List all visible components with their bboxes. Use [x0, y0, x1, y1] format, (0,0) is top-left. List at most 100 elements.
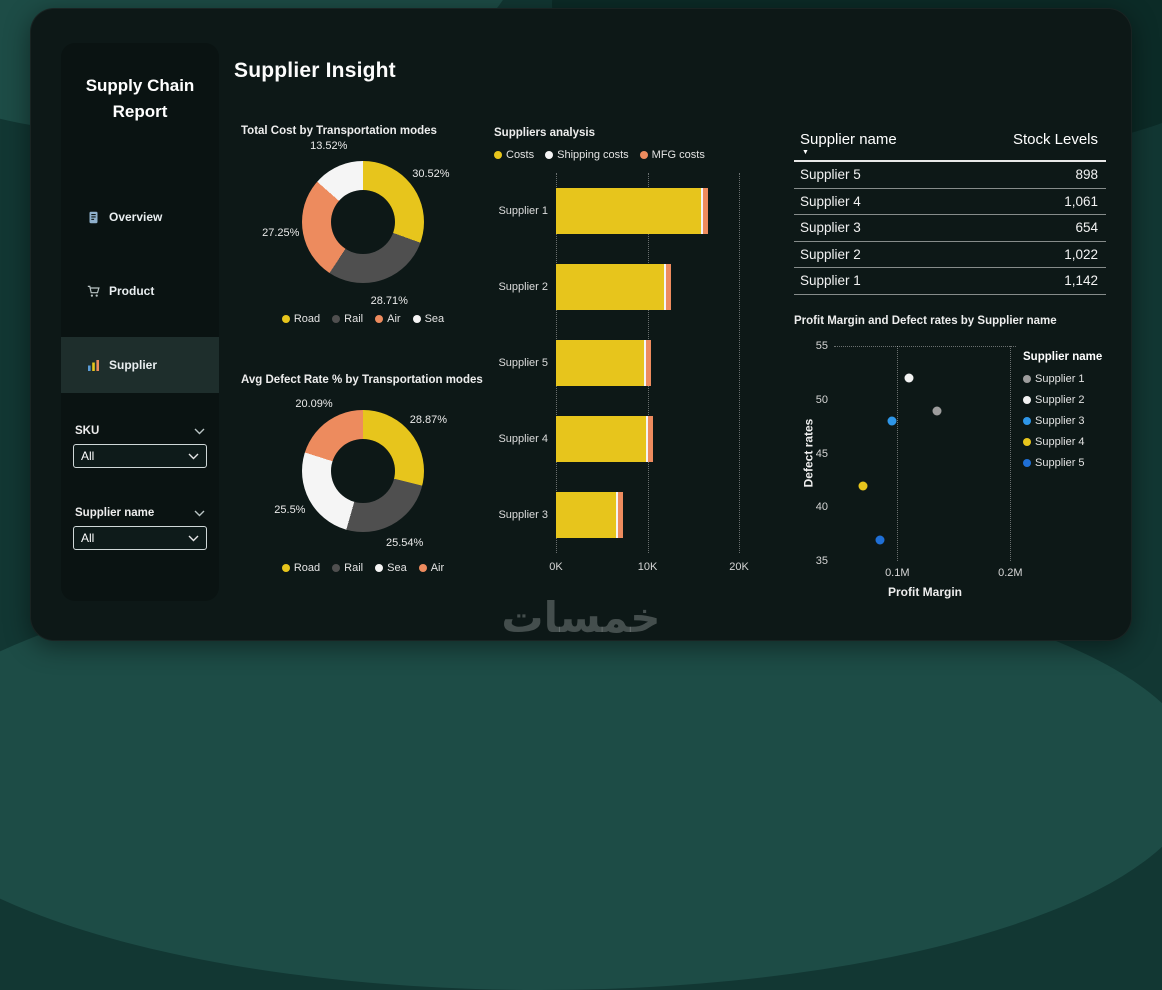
table-row-supplier-3[interactable]: Supplier 3 654: [794, 215, 1106, 242]
legend-dot: [1023, 417, 1031, 425]
bar-segment-shipping-costs[interactable]: [646, 416, 648, 462]
sidebar-item-overview[interactable]: Overview: [61, 189, 219, 245]
donut-value-label-sea: 25.5%: [274, 504, 306, 517]
legend-item-air[interactable]: Air: [375, 313, 401, 325]
bar-row-supplier-1: Supplier 1: [494, 173, 804, 249]
x-tick-label: 10K: [637, 561, 658, 573]
bar-segment-costs[interactable]: [556, 416, 647, 462]
legend-item-sea[interactable]: Sea: [412, 313, 444, 325]
filter-group-sku: SKU All: [73, 425, 207, 468]
bar-segment-shipping-costs[interactable]: [664, 264, 667, 310]
chevron-down-icon: [188, 453, 199, 459]
legend-item-air[interactable]: Air: [418, 562, 445, 574]
legend-item-mfg-costs[interactable]: MFG costs: [639, 149, 705, 161]
bar-segment-mfg-costs[interactable]: [702, 188, 708, 234]
bar-row-supplier-5: Supplier 5: [494, 325, 804, 401]
bar-segment-costs[interactable]: [556, 264, 665, 310]
stock-levels-table: Supplier name ▼ Stock Levels Supplier 5 8…: [794, 131, 1106, 295]
bar-supplier-5[interactable]: [556, 340, 739, 386]
bar-segment-shipping-costs[interactable]: [615, 492, 618, 538]
column-header-stock-levels[interactable]: Stock Levels: [1012, 131, 1098, 148]
defect-rate-donut-chart: Avg Defect Rate % by Transportation mode…: [241, 374, 485, 574]
scatter-body: Defect rates 55 50 45 40 35 0.1M 0.2M Profit …: [794, 339, 1129, 601]
sku-filter-header[interactable]: SKU: [73, 425, 207, 437]
legend-item-supplier-1[interactable]: Supplier 1: [1023, 373, 1127, 385]
table-row-supplier-1[interactable]: Supplier 1 1,142: [794, 268, 1106, 295]
legend-label: Rail: [344, 313, 364, 325]
bar-segment-mfg-costs[interactable]: [646, 340, 652, 386]
scatter-point-supplier-5[interactable]: [875, 535, 885, 544]
legend-label: Air: [387, 313, 401, 325]
bar-row-supplier-2: Supplier 2: [494, 249, 804, 325]
x-tick-label: 20K: [729, 561, 749, 573]
legend-dot: [281, 564, 290, 572]
stock-level-cell: 654: [1075, 220, 1098, 236]
bar-supplier-1[interactable]: [556, 188, 739, 234]
legend-item-supplier-5[interactable]: Supplier 5: [1023, 457, 1127, 469]
legend-dot: [545, 151, 554, 159]
bar-row-supplier-4: Supplier 4: [494, 401, 804, 477]
legend-dot: [1023, 375, 1031, 383]
bar-segment-costs[interactable]: [556, 188, 702, 234]
legend-item-road[interactable]: Road: [281, 562, 320, 574]
bar-segment-mfg-costs[interactable]: [617, 492, 623, 538]
stock-level-cell: 1,142: [1064, 273, 1098, 289]
bar-segment-mfg-costs[interactable]: [647, 416, 653, 462]
legend-label: Rail: [344, 562, 364, 574]
legend-label: Supplier 5: [1035, 457, 1085, 469]
supplier-name-filter-header[interactable]: Supplier name: [73, 507, 207, 519]
sidebar-item-supplier[interactable]: Supplier: [61, 337, 219, 393]
legend-item-sea[interactable]: Sea: [375, 562, 407, 574]
legend-item-road[interactable]: Road: [281, 313, 320, 325]
bar-segment-costs[interactable]: [556, 340, 645, 386]
bar-supplier-2[interactable]: [556, 264, 739, 310]
legend-label: Supplier 2: [1035, 394, 1085, 406]
donut-value-label-rail: 28.71%: [370, 294, 408, 307]
legend-label: Shipping costs: [557, 149, 629, 161]
sku-dropdown[interactable]: All: [73, 444, 207, 468]
table-row-supplier-2[interactable]: Supplier 2 1,022: [794, 242, 1106, 268]
bar-plot-area: Supplier 1 Supplier 2 Supplier 5 Supplier 4…: [494, 173, 804, 553]
column-header-supplier-name[interactable]: Supplier name ▼: [800, 131, 897, 156]
table-row-supplier-5[interactable]: Supplier 5 898: [794, 162, 1106, 189]
supplier-name-dropdown[interactable]: All: [73, 526, 207, 550]
legend-dot: [375, 315, 384, 323]
legend-dot: [494, 151, 502, 159]
sort-indicator-icon[interactable]: ▼: [802, 149, 809, 156]
legend-item-costs[interactable]: Costs: [494, 149, 534, 161]
legend-label: Air: [430, 562, 445, 574]
suppliers-analysis-bar-chart: Suppliers analysis Costs Shipping costs MF…: [494, 127, 804, 575]
legend-item-supplier-3[interactable]: Supplier 3: [1023, 415, 1127, 427]
sidebar-item-label: Product: [109, 284, 155, 298]
chart-title: Avg Defect Rate % by Transportation mode…: [241, 374, 483, 386]
bar-segment-shipping-costs[interactable]: [701, 188, 703, 234]
bar-segment-mfg-costs[interactable]: [666, 264, 672, 310]
chart-legend: Road Rail Air Sea: [241, 313, 485, 325]
donut-value-label-sea: 13.52%: [310, 140, 348, 153]
bar-supplier-4[interactable]: [556, 416, 739, 462]
bar-category-label: Supplier 3: [498, 509, 548, 521]
x-tick-label: 0K: [549, 561, 563, 573]
gridline: [834, 346, 1016, 347]
bar-x-axis: 0K 10K 20K: [549, 561, 749, 575]
bar-segment-shipping-costs[interactable]: [644, 340, 647, 386]
scatter-point-supplier-2[interactable]: [904, 373, 914, 383]
supplier-name-cell: Supplier 5: [800, 167, 861, 183]
sidebar-item-product[interactable]: Product: [61, 263, 219, 319]
bar-segment-costs[interactable]: [556, 492, 616, 538]
legend-item-supplier-4[interactable]: Supplier 4: [1023, 436, 1127, 448]
legend-item-rail[interactable]: Rail: [332, 562, 363, 574]
scatter-point-supplier-3[interactable]: [887, 416, 897, 426]
scatter-point-supplier-4[interactable]: [858, 481, 868, 491]
scatter-point-supplier-1[interactable]: [932, 406, 942, 415]
y-tick-label: 50: [815, 393, 828, 406]
legend-item-shipping-costs[interactable]: Shipping costs: [545, 149, 629, 161]
supplier-name-cell: Supplier 1: [800, 273, 861, 289]
bar-supplier-3[interactable]: [556, 492, 739, 538]
legend-item-rail[interactable]: Rail: [332, 313, 363, 325]
bar-category-label: Supplier 2: [498, 281, 548, 293]
table-row-supplier-4[interactable]: Supplier 4 1,061: [794, 189, 1106, 215]
sidebar: Supply Chain Report Overview Product Sup…: [61, 43, 219, 601]
legend-item-supplier-2[interactable]: Supplier 2: [1023, 394, 1127, 406]
